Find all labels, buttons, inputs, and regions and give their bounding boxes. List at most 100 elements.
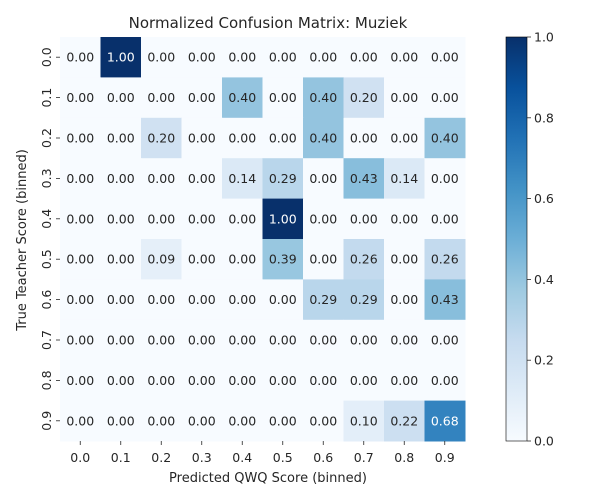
cell-value-label: 0.00: [350, 50, 378, 65]
cell-value-label: 0.00: [188, 413, 216, 428]
heatmap-cell: [222, 319, 263, 361]
heatmap-cell: [60, 279, 101, 321]
heatmap-cell: [141, 198, 182, 240]
y-axis-ticks: 0.0 0.1 0.2 0.3 0.4 0.5 0.6 0.7 0.8 0.9: [39, 47, 60, 431]
cell-value-label: 0.00: [66, 373, 94, 388]
cell-value-label: 0.43: [431, 292, 459, 307]
heatmap-cell: [141, 117, 182, 159]
heatmap-cell: [60, 158, 101, 200]
cell-value-label: 0.00: [228, 252, 256, 267]
heatmap-cell: [181, 37, 223, 78]
cell-value-label: 1.00: [107, 50, 135, 65]
x-tick-label: 0.8: [394, 450, 414, 465]
y-tick-label: 0.5: [39, 249, 54, 269]
heatmap-value-labels: 0.00 1.00 0.00 0.00 0.00 0.00 0.00 0.00 0.00 0.00…: [66, 50, 458, 429]
heatmap-cell: [262, 279, 304, 321]
cell-value-label: 0.00: [431, 373, 459, 388]
heatmap-cell: [141, 400, 182, 442]
cell-value-label: 0.00: [269, 131, 297, 146]
y-axis-label: True Teacher Score (binned): [15, 149, 30, 332]
cell-value-label: 0.00: [431, 333, 459, 348]
heatmap-cell: [343, 400, 385, 442]
heatmap-cell: [303, 158, 344, 200]
x-tick-label: 0.5: [273, 450, 293, 465]
cell-value-label: 0.00: [390, 131, 418, 146]
heatmap-cell: [424, 319, 466, 361]
heatmap-cell: [60, 198, 101, 240]
x-axis-label: Predicted QWQ Score (binned): [169, 471, 367, 486]
heatmap-cell: [181, 360, 223, 402]
heatmap-cell: [384, 198, 425, 240]
cell-value-label: 0.29: [350, 292, 378, 307]
cell-value-label: 0.20: [350, 90, 378, 105]
y-tick-label: 0.7: [39, 330, 54, 350]
heatmap-cell: [181, 198, 223, 240]
cell-value-label: 0.00: [107, 131, 135, 146]
cell-value-label: 0.00: [431, 171, 459, 186]
cell-value-label: 0.14: [390, 171, 418, 186]
cell-value-label: 0.00: [350, 373, 378, 388]
cell-value-label: 0.39: [269, 252, 297, 267]
heatmap-cell: [262, 77, 304, 119]
heatmap-cell: [141, 360, 182, 402]
heatmap-cell: [60, 77, 101, 119]
heatmap-cell: [303, 117, 344, 159]
cell-value-label: 0.40: [309, 131, 337, 146]
heatmap-cell: [303, 279, 344, 321]
cell-value-label: 0.00: [309, 50, 337, 65]
heatmap-cell: [424, 37, 466, 78]
cell-value-label: 0.00: [147, 373, 175, 388]
colorbar-tick-label: 0.0: [534, 434, 554, 449]
heatmap-cell: [262, 360, 304, 402]
cell-value-label: 0.00: [107, 211, 135, 226]
heatmap-cells: [60, 37, 466, 442]
cell-value-label: 0.00: [390, 333, 418, 348]
heatmap-cell: [424, 77, 466, 119]
cell-value-label: 0.00: [390, 50, 418, 65]
x-tick-label: 0.3: [192, 450, 212, 465]
cell-value-label: 0.00: [390, 252, 418, 267]
heatmap-cell: [343, 239, 385, 280]
heatmap-cell: [343, 77, 385, 119]
heatmap-cell: [262, 239, 304, 280]
heatmap-cell: [100, 77, 142, 119]
heatmap-cell: [424, 117, 466, 159]
cell-value-label: 0.00: [269, 292, 297, 307]
cell-value-label: 0.00: [269, 333, 297, 348]
cell-value-label: 0.40: [431, 131, 459, 146]
cell-value-label: 0.00: [66, 90, 94, 105]
heatmap-cell: [384, 279, 425, 321]
heatmap-cell: [303, 319, 344, 361]
heatmap-cell: [100, 400, 142, 442]
heatmap-cell: [262, 37, 304, 78]
heatmap-cell: [181, 279, 223, 321]
heatmap-cell: [222, 158, 263, 200]
cell-value-label: 0.00: [309, 211, 337, 226]
cell-value-label: 0.26: [350, 252, 378, 267]
heatmap-cell: [343, 279, 385, 321]
x-tick-label: 0.2: [151, 450, 171, 465]
heatmap-cell: [303, 37, 344, 78]
cell-value-label: 0.29: [309, 292, 337, 307]
y-tick-label: 0.6: [39, 290, 54, 310]
heatmap-cell: [303, 400, 344, 442]
cell-value-label: 0.00: [269, 50, 297, 65]
cell-value-label: 0.00: [66, 333, 94, 348]
cell-value-label: 0.00: [188, 333, 216, 348]
cell-value-label: 0.00: [147, 292, 175, 307]
cell-value-label: 0.00: [350, 131, 378, 146]
colorbar-tick-label: 0.4: [534, 272, 554, 287]
heatmap-cell: [343, 360, 385, 402]
cell-value-label: 0.00: [390, 373, 418, 388]
heatmap-cell: [384, 37, 425, 78]
colorbar: [505, 36, 528, 442]
heatmap-cell: [222, 117, 263, 159]
cell-value-label: 0.00: [107, 333, 135, 348]
heatmap-cell: [60, 319, 101, 361]
cell-value-label: 0.00: [228, 413, 256, 428]
cell-value-label: 0.00: [188, 292, 216, 307]
cell-value-label: 0.00: [228, 211, 256, 226]
cell-value-label: 0.26: [431, 252, 459, 267]
y-tick-label: 0.4: [39, 209, 54, 229]
cell-value-label: 0.00: [228, 373, 256, 388]
